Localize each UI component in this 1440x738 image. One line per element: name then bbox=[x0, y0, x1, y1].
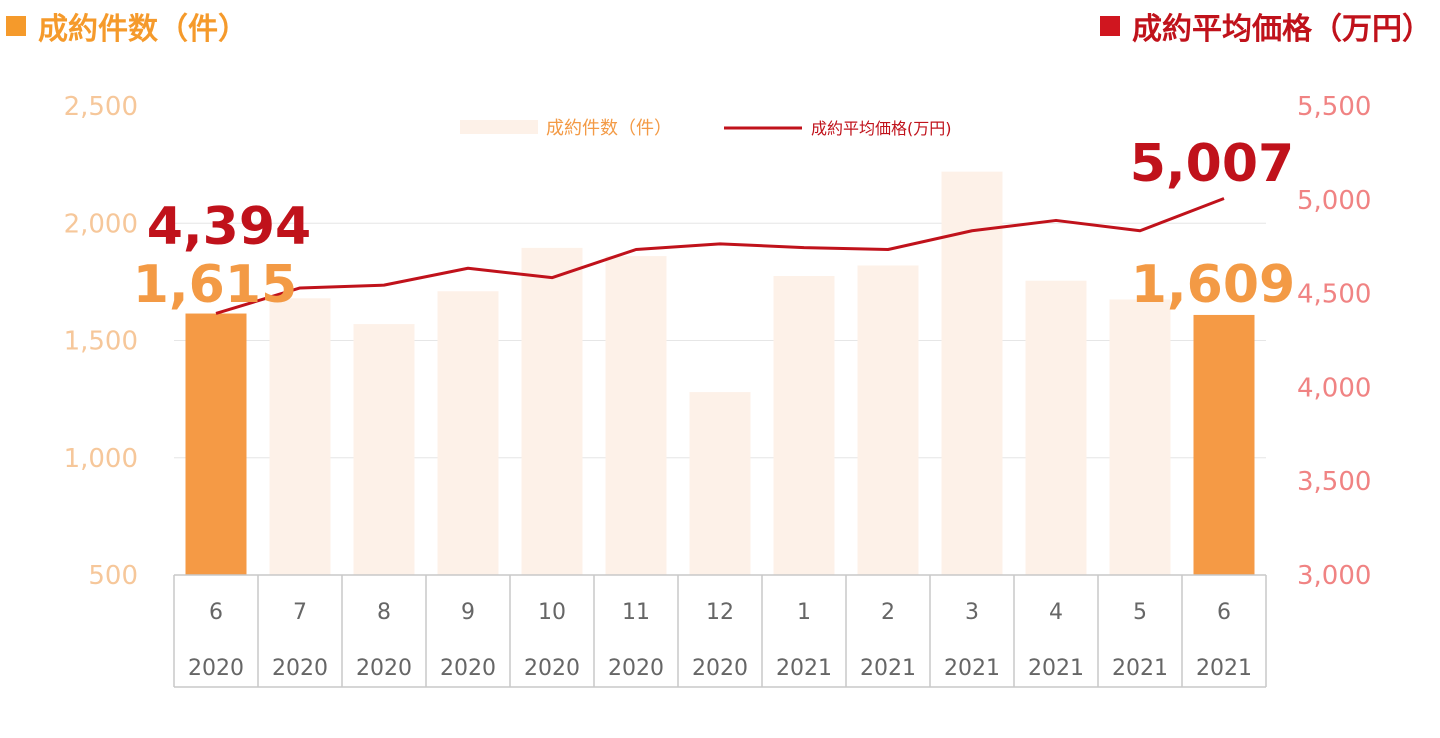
month-label: 11 bbox=[622, 600, 650, 625]
year-label: 2020 bbox=[440, 656, 496, 681]
right-tick-label: 4,500 bbox=[1297, 280, 1371, 310]
year-label: 2021 bbox=[1112, 656, 1168, 681]
right-axis-title-text: 成約平均価格（万円） bbox=[1132, 12, 1432, 47]
right-axis-title: 成約平均価格（万円） bbox=[1100, 4, 1432, 48]
year-label: 2021 bbox=[1028, 656, 1084, 681]
left-tick-label: 2,000 bbox=[64, 209, 138, 239]
bar-1 bbox=[269, 298, 331, 575]
legend-bar-swatch bbox=[460, 120, 538, 134]
month-label: 7 bbox=[293, 600, 307, 625]
year-label: 2020 bbox=[692, 656, 748, 681]
left-axis-title-text: 成約件数（件） bbox=[38, 12, 248, 47]
axes: 500 1,000 1,500 2,000 2,500 3,000 3,500 4,000 4,… bbox=[64, 92, 1372, 591]
year-label: 2020 bbox=[608, 656, 664, 681]
left-tick-label: 1,000 bbox=[64, 444, 138, 474]
month-label: 9 bbox=[461, 600, 475, 625]
right-tick-label: 5,500 bbox=[1297, 92, 1371, 122]
legend: 成約件数（件） 成約平均価格(万円) bbox=[460, 118, 952, 139]
legend-bar-label: 成約件数（件） bbox=[546, 118, 672, 139]
bar-2 bbox=[353, 324, 415, 575]
count-label-last: 1,609 bbox=[1131, 255, 1295, 315]
bar-7 bbox=[773, 276, 835, 575]
month-label: 10 bbox=[538, 600, 566, 625]
month-label: 2 bbox=[881, 600, 895, 625]
left-axis-title: 成約件数（件） bbox=[6, 4, 248, 48]
year-label: 2020 bbox=[524, 656, 580, 681]
month-label: 6 bbox=[1217, 600, 1231, 625]
bar-12 bbox=[1193, 314, 1255, 575]
bar-6 bbox=[689, 392, 751, 575]
bar-5 bbox=[605, 256, 667, 575]
year-label: 2020 bbox=[356, 656, 412, 681]
left-tick-label: 2,500 bbox=[64, 92, 138, 122]
legend-line-label: 成約平均価格(万円) bbox=[811, 119, 952, 138]
left-legend-square-icon bbox=[6, 16, 26, 36]
price-label-last: 5,007 bbox=[1130, 134, 1294, 194]
year-label: 2021 bbox=[776, 656, 832, 681]
year-label: 2021 bbox=[944, 656, 1000, 681]
month-label: 5 bbox=[1133, 600, 1147, 625]
month-label: 3 bbox=[965, 600, 979, 625]
left-tick-label: 500 bbox=[88, 561, 138, 591]
right-legend-square-icon bbox=[1100, 16, 1120, 36]
bar-11 bbox=[1109, 299, 1171, 575]
right-tick-label: 3,000 bbox=[1297, 561, 1371, 591]
month-label: 8 bbox=[377, 600, 391, 625]
bar-3 bbox=[437, 291, 499, 575]
year-label: 2021 bbox=[860, 656, 916, 681]
bar-8 bbox=[857, 265, 919, 575]
year-label: 2021 bbox=[1196, 656, 1252, 681]
bar-9 bbox=[941, 171, 1003, 575]
bar-0 bbox=[185, 313, 247, 575]
right-tick-label: 5,000 bbox=[1297, 186, 1371, 216]
count-label-first: 1,615 bbox=[133, 255, 297, 315]
year-label: 2020 bbox=[272, 656, 328, 681]
right-tick-label: 3,500 bbox=[1297, 467, 1371, 497]
left-tick-label: 1,500 bbox=[64, 327, 138, 357]
month-label: 6 bbox=[209, 600, 223, 625]
year-label: 2020 bbox=[188, 656, 244, 681]
price-label-first: 4,394 bbox=[147, 197, 311, 257]
category-axis: 6202072020820209202010202011202012202012… bbox=[173, 574, 1267, 688]
month-label: 1 bbox=[797, 600, 811, 625]
month-label: 4 bbox=[1049, 600, 1063, 625]
month-label: 12 bbox=[706, 600, 734, 625]
line-series bbox=[215, 197, 1225, 315]
bar-4 bbox=[521, 247, 583, 575]
right-tick-label: 4,000 bbox=[1297, 373, 1371, 403]
bar-10 bbox=[1025, 280, 1087, 575]
bar-series bbox=[185, 171, 1255, 575]
